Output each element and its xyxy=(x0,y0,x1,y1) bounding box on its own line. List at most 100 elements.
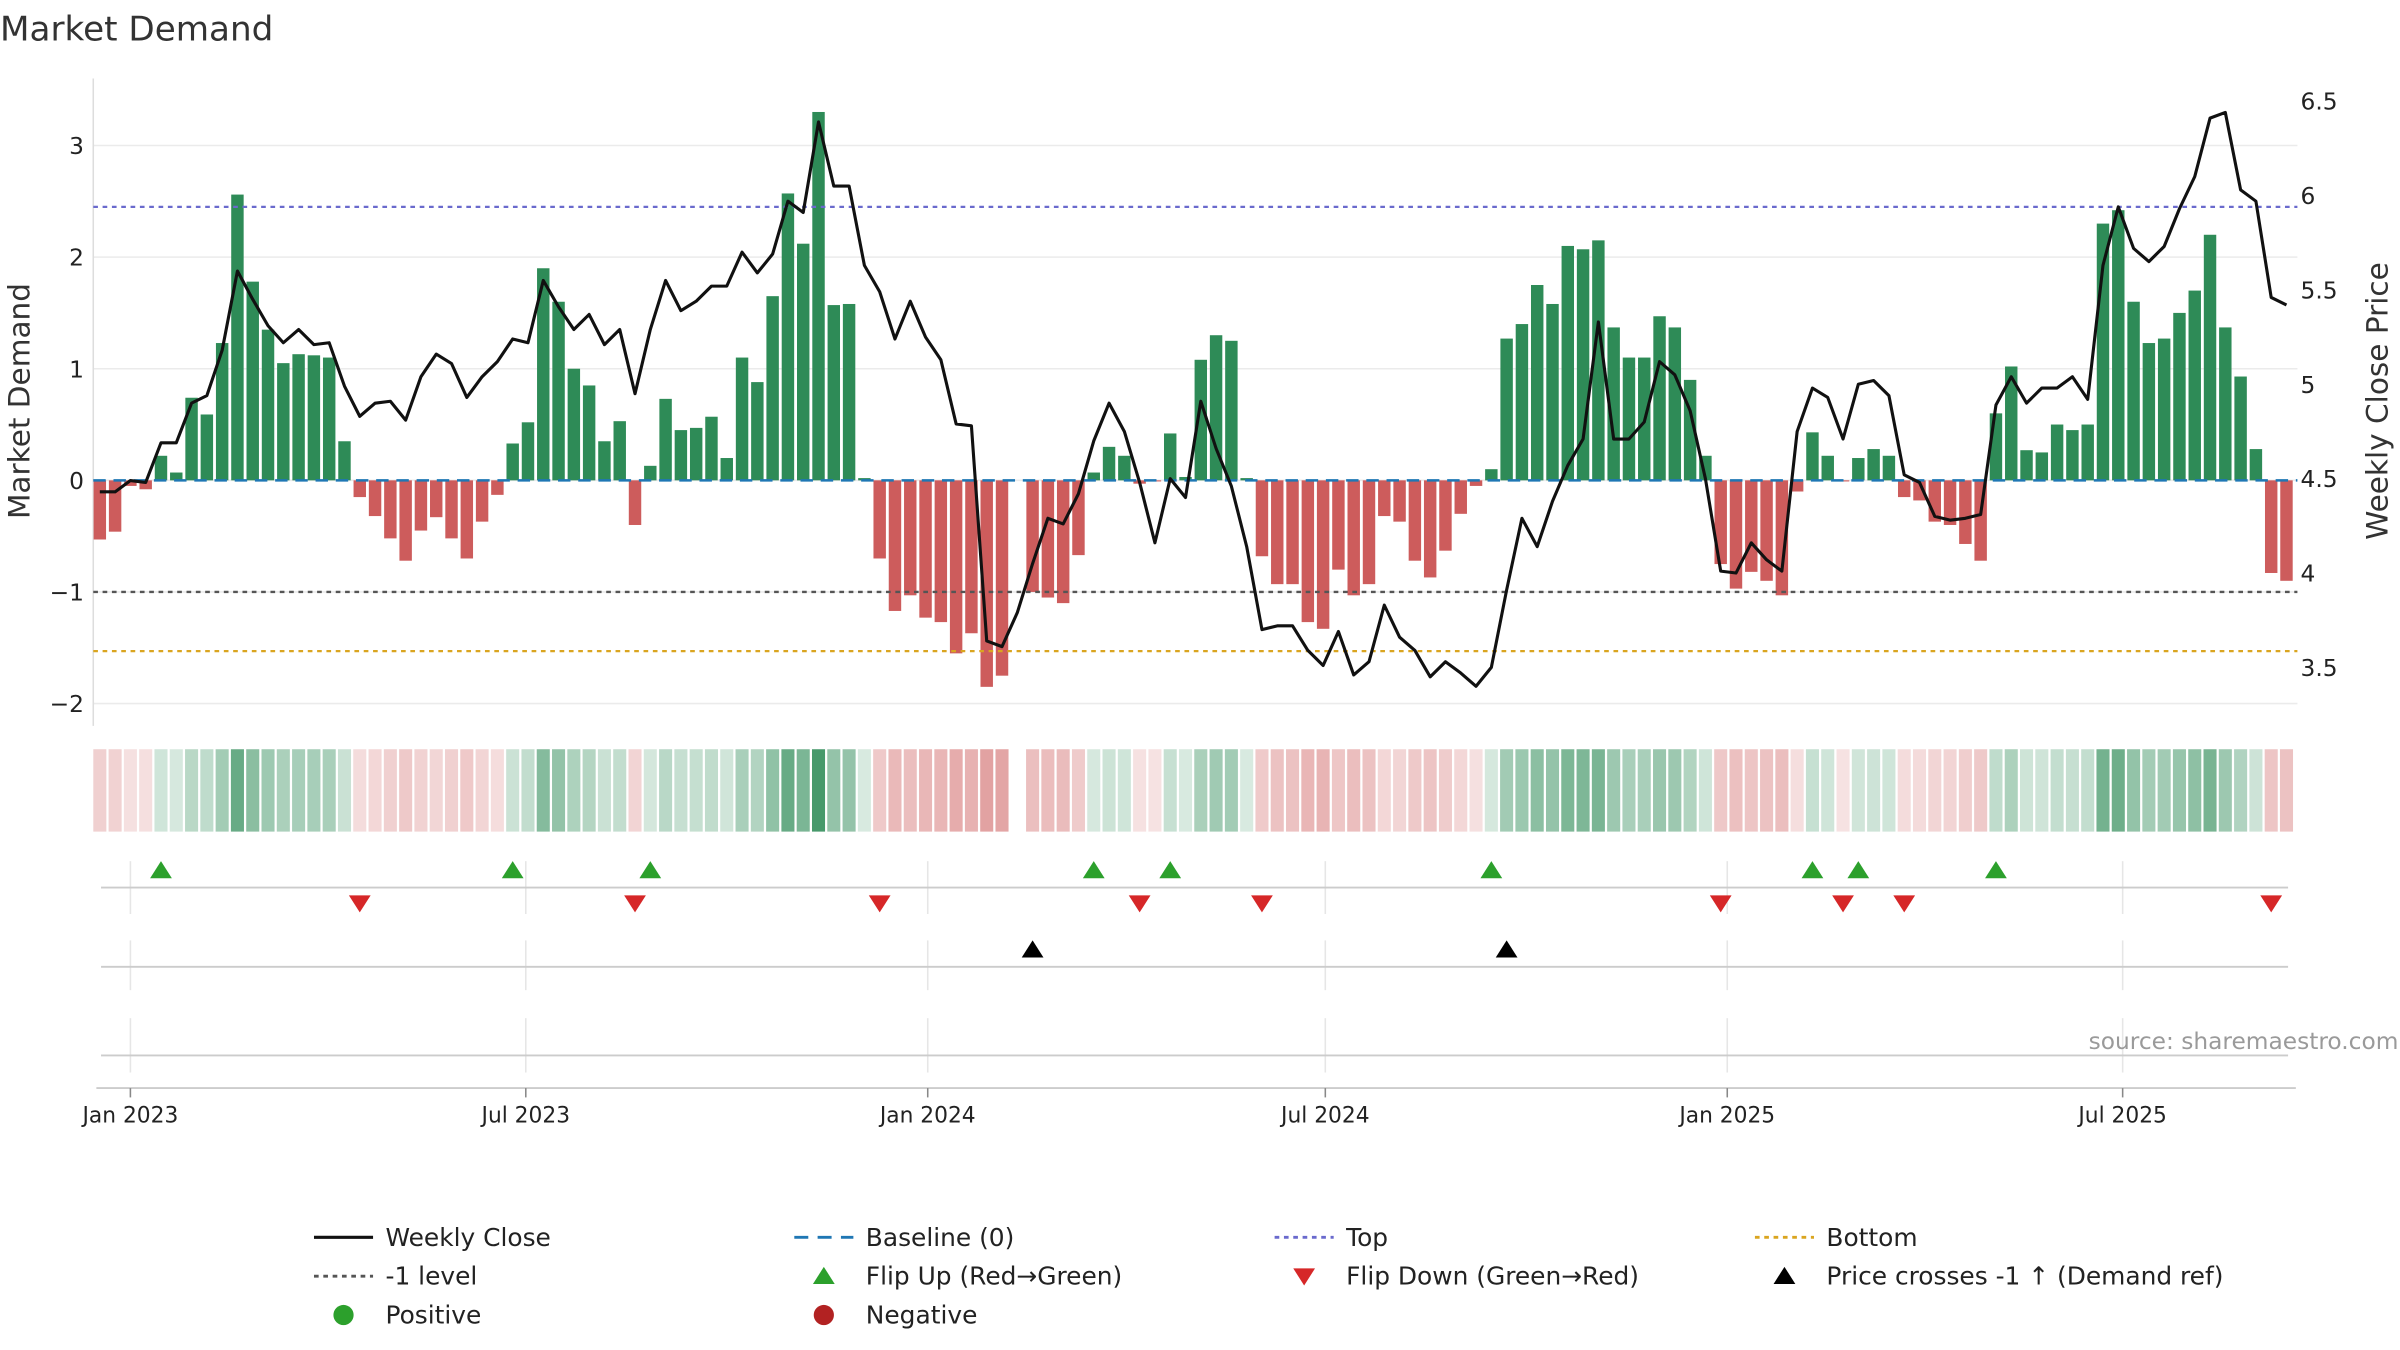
legend: Weekly Close Baseline (0) Top Bottom -1 leve… xyxy=(313,1223,2223,1330)
flip-up-marker xyxy=(1847,861,1870,879)
demand-heat-cell xyxy=(750,749,764,832)
demand-bar-negative xyxy=(1423,480,1437,578)
demand-bar-positive xyxy=(2157,338,2171,481)
demand-bar-positive xyxy=(231,194,244,481)
demand-bar-negative xyxy=(1775,480,1789,596)
demand-bar-negative xyxy=(384,480,397,539)
demand-heat-cell xyxy=(796,749,810,832)
flip-up-marker xyxy=(1985,861,2007,879)
demand-bar-positive xyxy=(1485,469,1498,481)
demand-bar-positive xyxy=(322,357,336,481)
demand-heat-cell xyxy=(1423,749,1437,832)
demand-heat-cell xyxy=(414,749,428,832)
demand-heat-cell xyxy=(934,749,948,832)
demand-heat-cell xyxy=(2203,749,2217,832)
demand-bar-positive xyxy=(215,343,229,481)
demand-heat-cell xyxy=(475,749,489,832)
demand-heat-cell xyxy=(246,749,260,832)
demand-bar-positive xyxy=(1209,335,1223,481)
demand-heat-cell xyxy=(567,749,581,832)
demand-bar-negative xyxy=(1393,480,1406,522)
demand-bar-positive xyxy=(537,268,550,481)
y2-tick-label: 5.5 xyxy=(2301,277,2338,304)
demand-heat-cell xyxy=(2264,749,2278,832)
y2-tick-label: 6.5 xyxy=(2301,89,2338,116)
demand-bar-negative xyxy=(460,480,474,559)
demand-heat-cell xyxy=(2279,749,2294,832)
demand-heat-cell xyxy=(2035,749,2049,832)
demand-heat-cell xyxy=(1867,749,1881,832)
demand-heat-cell xyxy=(460,749,474,832)
demand-bar-positive xyxy=(1882,455,1896,481)
demand-bar-negative xyxy=(1729,480,1743,589)
price-cross-marker xyxy=(1495,940,1518,958)
demand-bar-negative xyxy=(1316,480,1330,629)
y2-tick-label: 4 xyxy=(2301,561,2316,588)
demand-bar-positive xyxy=(2249,449,2263,481)
demand-bar-positive xyxy=(567,368,581,481)
flip-down-marker xyxy=(348,895,371,913)
demand-heat-cell xyxy=(1133,749,1147,832)
legend-item: Flip Down (Green→Red) xyxy=(1293,1262,1639,1291)
demand-heat-cell xyxy=(1836,749,1850,832)
y-tick-label: 2 xyxy=(69,245,84,272)
demand-heat-cell xyxy=(1591,749,1605,832)
price-cross-row xyxy=(101,940,2289,991)
demand-bar-negative xyxy=(934,480,948,623)
demand-heat-cell xyxy=(322,749,336,832)
demand-heat-cell xyxy=(613,749,627,832)
demand-bar-positive xyxy=(1546,303,1559,481)
demand-bar-positive xyxy=(506,443,519,481)
demand-bar-positive xyxy=(1668,327,1682,481)
demand-bar-positive xyxy=(1561,245,1575,481)
demand-heat-cell xyxy=(1515,749,1529,832)
demand-heat-cell xyxy=(1744,749,1758,832)
demand-bar-negative xyxy=(445,480,458,539)
x-tick-label: Jul 2024 xyxy=(1279,1103,1370,1128)
demand-bar-negative xyxy=(980,480,993,687)
x-tick-label: Jan 2024 xyxy=(878,1103,976,1128)
demand-heat-cell xyxy=(1117,749,1131,832)
legend-item: Positive xyxy=(333,1301,481,1330)
demand-bar-positive xyxy=(1821,455,1834,481)
demand-bar-negative xyxy=(888,480,902,611)
flip-down-marker xyxy=(1128,895,1151,913)
demand-heat-cell xyxy=(1714,749,1728,832)
demand-bar-negative xyxy=(1760,480,1773,581)
demand-heat-cell xyxy=(1286,749,1300,832)
demand-heat-cell xyxy=(1484,749,1498,832)
flip-up-marker xyxy=(1082,861,1105,879)
demand-heat-cell xyxy=(1500,749,1514,832)
demand-heat-cell xyxy=(444,749,459,832)
demand-bars xyxy=(93,111,2293,687)
demand-heat-cell xyxy=(1760,749,1774,832)
demand-heat-cell xyxy=(2065,749,2079,832)
demand-heat-cell xyxy=(383,749,397,832)
demand-bar-negative xyxy=(1943,480,1957,525)
flip-up-marker xyxy=(1801,861,1824,879)
flip-down-marker xyxy=(1893,895,1916,913)
demand-heat-cell xyxy=(1041,749,1055,832)
demand-heat-cell xyxy=(1882,749,1896,832)
y2-tick-label: 4.5 xyxy=(2301,466,2338,493)
flip-down-marker xyxy=(624,895,646,913)
demand-heat-cell xyxy=(903,749,917,832)
y-tick-label: 3 xyxy=(69,133,84,160)
legend-item: Price crosses -1 ↑ (Demand ref) xyxy=(1773,1262,2223,1291)
demand-heat-cell xyxy=(521,749,535,832)
demand-bar-positive xyxy=(1179,476,1192,481)
y-tick-label: 0 xyxy=(69,468,84,495)
demand-heat-cell xyxy=(292,749,306,832)
demand-heat-cell xyxy=(919,749,933,832)
empty-row xyxy=(101,1018,2289,1073)
demand-bar-positive xyxy=(735,357,749,481)
demand-bar-negative xyxy=(1301,480,1315,623)
demand-bar-positive xyxy=(751,382,764,481)
demand-heat-cell xyxy=(1209,749,1223,832)
demand-heat-cell xyxy=(1026,749,1040,832)
demand-heat-cell xyxy=(643,749,657,832)
demand-bar-positive xyxy=(1194,359,1208,481)
demand-heat-cell xyxy=(1821,749,1835,832)
